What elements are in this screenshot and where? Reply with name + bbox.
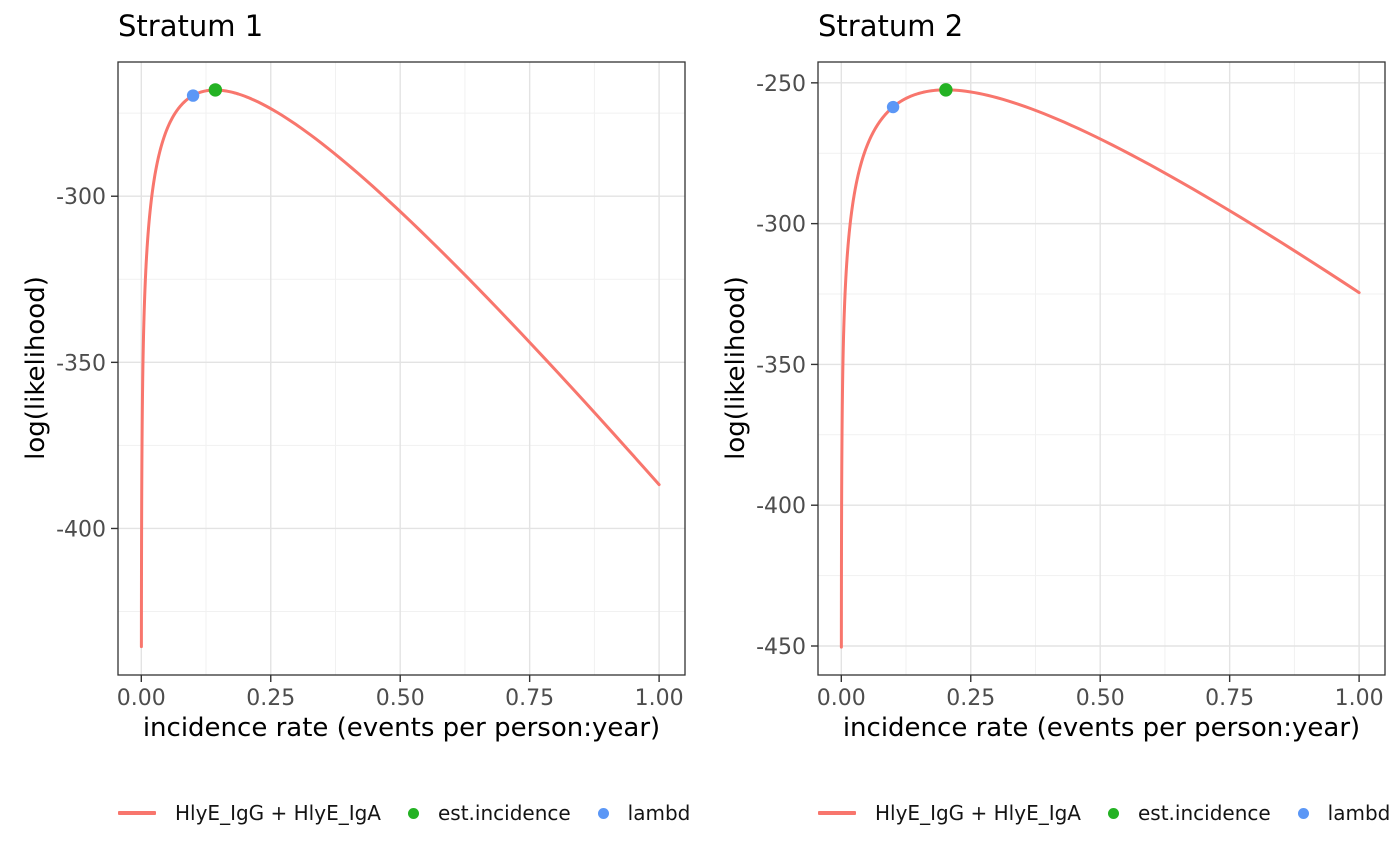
x-tick-label: 0.25 (246, 686, 295, 711)
x-axis-title: incidence rate (events per person:year) (142, 713, 661, 743)
stratum-2-figure: 0.00 0.25 0.50 0.75 1.00 -250 -300 -350 -400 -450… (700, 0, 1400, 866)
x-tick-label: 0.50 (376, 686, 425, 711)
likelihood-curve (839, 88, 1361, 649)
legend-label-lambda: lambd (627, 801, 691, 825)
stratum-1-chart-canvas: 0.00 0.25 0.50 0.75 1.00 -300 -350 -400 (56, 61, 686, 711)
y-axis-title: log(likelihood) (21, 276, 51, 460)
axis-tick-labels: 0.00 0.25 0.50 0.75 1.00 -250 -300 -350 -400 -450 (756, 72, 1384, 711)
legend-line-swatch (818, 811, 856, 815)
x-axis-title: incidence rate (events per person:year) (842, 713, 1361, 743)
y-tick-label: -400 (56, 517, 106, 542)
panel-background (818, 62, 1385, 675)
y-tick-label: -400 (756, 494, 806, 519)
legend-label-curve: HlyE_IgG + HlyE_IgA (875, 801, 1081, 825)
grid-major (818, 62, 1385, 675)
y-axis-title: log(likelihood) (721, 276, 751, 460)
stratum-2-chart-canvas: 0.00 0.25 0.50 0.75 1.00 -250 -300 -350 -400 -450 (756, 61, 1386, 711)
grid-minor (118, 62, 685, 675)
est-incidence-point (939, 83, 953, 97)
est-incidence-point (208, 83, 223, 97)
panel-background (118, 62, 685, 675)
plot-title: Stratum 2 (818, 9, 964, 43)
y-tick-label: -350 (56, 351, 106, 376)
y-tick-label: -300 (56, 185, 106, 210)
legend: HlyE_IgG + HlyE_IgA est.incidence lambd (118, 790, 700, 836)
x-tick-label: 0.25 (946, 686, 995, 711)
grid-major (118, 62, 685, 675)
x-tick-label: 0.50 (1076, 686, 1125, 711)
x-tick-label: 1.00 (635, 686, 684, 711)
x-tick-label: 0.00 (817, 686, 866, 711)
grid-minor (818, 62, 1385, 675)
axis-ticks (111, 195, 660, 682)
plot-title: Stratum 1 (118, 9, 264, 43)
axis-ticks (811, 82, 1360, 682)
x-tick-label: 0.00 (117, 686, 166, 711)
legend-label-est-incidence: est.incidence (1137, 801, 1271, 825)
y-tick-label: -350 (756, 353, 806, 378)
y-tick-label: -250 (756, 72, 806, 97)
legend-label-lambda: lambd (1327, 801, 1391, 825)
panel-border (817, 61, 1386, 676)
x-tick-label: 1.00 (1335, 686, 1384, 711)
legend-label-est-incidence: est.incidence (437, 801, 571, 825)
likelihood-curve (139, 88, 661, 649)
lambda-point (886, 100, 900, 114)
legend: HlyE_IgG + HlyE_IgA est.incidence lambd (818, 790, 1400, 836)
y-tick-label: -300 (756, 213, 806, 238)
x-tick-label: 0.75 (505, 686, 554, 711)
legend-est-incidence-dot (1107, 807, 1119, 819)
legend-est-incidence-dot (407, 807, 419, 819)
stratum-1-figure: 0.00 0.25 0.50 0.75 1.00 -300 -350 -400 Stratum… (21, 9, 700, 836)
y-tick-label: -450 (756, 635, 806, 660)
legend-line-swatch (118, 811, 156, 815)
legend-lambda-dot (1297, 807, 1309, 819)
axis-tick-labels: 0.00 0.25 0.50 0.75 1.00 -300 -350 -400 (56, 185, 684, 711)
panel-border (117, 61, 686, 676)
x-tick-label: 0.75 (1205, 686, 1254, 711)
lambda-point (186, 89, 200, 102)
legend-label-curve: HlyE_IgG + HlyE_IgA (175, 801, 381, 825)
legend-lambda-dot (597, 807, 609, 819)
